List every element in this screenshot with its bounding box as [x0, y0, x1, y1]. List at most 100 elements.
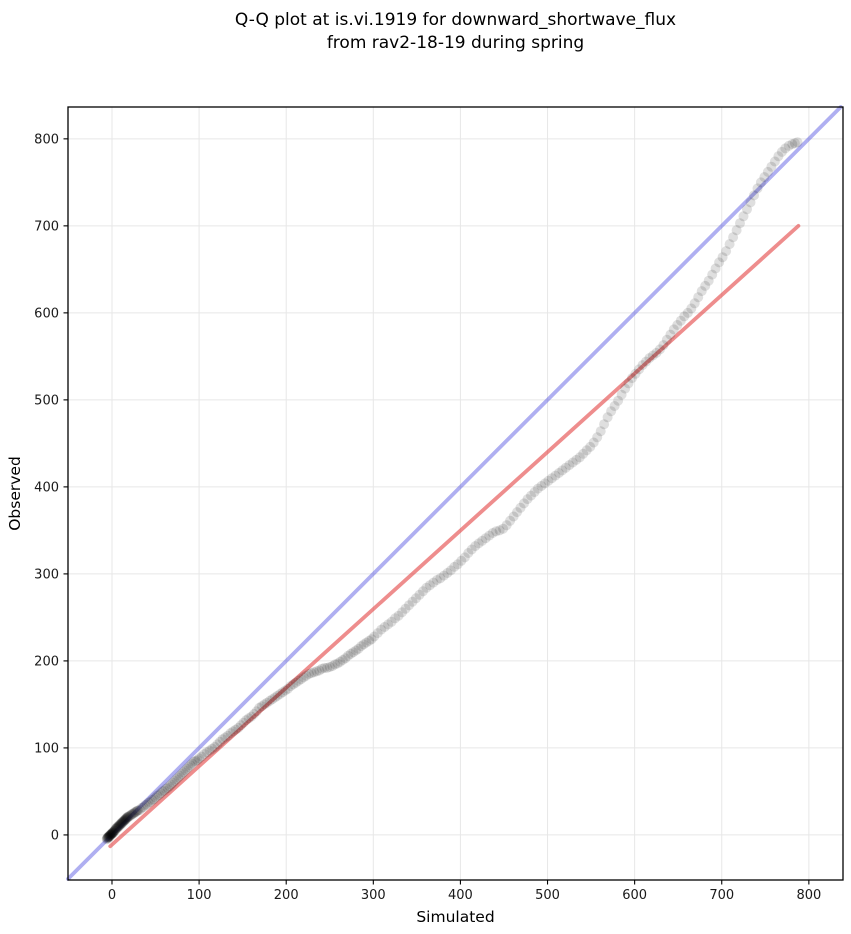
scatter-point	[519, 498, 529, 509]
scatter-point	[550, 470, 561, 481]
scatter-point	[114, 820, 125, 831]
scatter-point	[120, 814, 131, 825]
y-tick-label: 600	[34, 306, 59, 321]
scatter-point	[661, 334, 672, 345]
scatter-point	[543, 475, 554, 486]
scatter-point	[735, 218, 745, 229]
scatter-point	[623, 378, 634, 389]
scatter-point	[105, 830, 116, 841]
scatter-point	[456, 555, 467, 566]
scatter-point	[125, 810, 136, 821]
scatter-point	[353, 643, 364, 654]
scatter-point	[442, 568, 453, 578]
scatter-point	[301, 670, 312, 681]
scatter-point	[285, 681, 296, 692]
scatter-point	[148, 794, 159, 805]
x-tick-label: 100	[187, 888, 212, 903]
scatter-point	[180, 765, 191, 776]
scatter-point	[104, 830, 115, 841]
scatter-point	[789, 138, 800, 149]
scatter-point	[532, 483, 543, 494]
scatter-point	[316, 663, 327, 674]
scatter-point	[174, 770, 185, 781]
scatter-point	[536, 481, 547, 491]
fit-line	[108, 223, 801, 849]
scatter-point	[480, 533, 491, 544]
scatter-point	[132, 805, 143, 816]
scatter-point	[176, 769, 187, 779]
scatter-point	[707, 269, 718, 280]
y-tick-label: 500	[34, 393, 59, 408]
scatter-point	[515, 502, 526, 513]
scatter-point	[112, 822, 123, 833]
scatter-point	[762, 166, 773, 177]
scatter-point	[428, 577, 439, 588]
scatter-point	[766, 161, 777, 172]
scatter-point	[599, 419, 610, 430]
scatter-point	[679, 311, 690, 322]
scatter-point	[138, 802, 149, 813]
scatter-point	[262, 697, 272, 708]
scatter-point	[386, 616, 397, 627]
scatter-point	[361, 637, 372, 648]
scatter-point	[620, 383, 631, 394]
scatter-point	[103, 831, 114, 842]
scatter-point	[383, 619, 394, 630]
scatter-point	[168, 777, 178, 788]
scatter-point	[105, 829, 116, 840]
scatter-point	[140, 800, 151, 811]
scatter-point	[127, 809, 137, 819]
scatter-point	[150, 792, 161, 803]
scatter-point	[123, 811, 134, 822]
scatter-point	[319, 662, 330, 673]
scatter-point	[107, 829, 117, 840]
scatter-point	[700, 280, 711, 291]
scatter-point	[693, 292, 704, 303]
scatter-point	[251, 706, 262, 717]
scatter-point	[738, 211, 749, 222]
scatter-point	[327, 661, 338, 672]
scatter-point	[102, 833, 113, 844]
scatter-point	[606, 406, 617, 417]
scatter-point	[121, 813, 132, 824]
scatter-point	[335, 656, 346, 667]
scatter-point	[296, 674, 306, 685]
scatter-point	[243, 713, 254, 724]
scatter-point	[290, 677, 301, 688]
scatter-point	[228, 726, 239, 737]
scatter-point	[199, 749, 210, 759]
scatter-point	[282, 683, 293, 694]
scatter-point	[225, 728, 236, 739]
scatter-point	[112, 823, 123, 833]
scatter-point	[306, 668, 317, 679]
scatter-point	[668, 324, 679, 335]
scatter-point	[724, 239, 735, 250]
scatter-point	[658, 340, 669, 351]
scatter-point	[665, 329, 676, 340]
scatter-point	[157, 786, 168, 797]
scatter-point	[122, 812, 133, 823]
scatter-point	[124, 810, 135, 821]
scatter-point	[108, 827, 119, 838]
scatter-point	[222, 730, 233, 741]
scatter-point	[102, 832, 113, 843]
scatter-point	[759, 172, 770, 183]
scatter-point	[131, 806, 142, 817]
scatter-point	[634, 364, 644, 375]
scatter-point	[783, 140, 794, 151]
scatter-point	[293, 675, 304, 686]
scatter-point	[101, 834, 112, 845]
scatter-point	[115, 818, 126, 829]
scatter-point	[122, 811, 133, 822]
scatter-point	[192, 755, 203, 766]
scatter-point	[111, 823, 122, 834]
scatter-point	[372, 628, 383, 639]
scatter-point	[238, 717, 249, 728]
scatter-point	[400, 603, 411, 614]
scatter-point	[275, 689, 286, 699]
scatter-point	[404, 600, 414, 611]
scatter-point	[277, 687, 288, 698]
scatter-point	[303, 669, 314, 679]
scatter-point	[609, 401, 620, 411]
scatter-point	[166, 779, 177, 790]
